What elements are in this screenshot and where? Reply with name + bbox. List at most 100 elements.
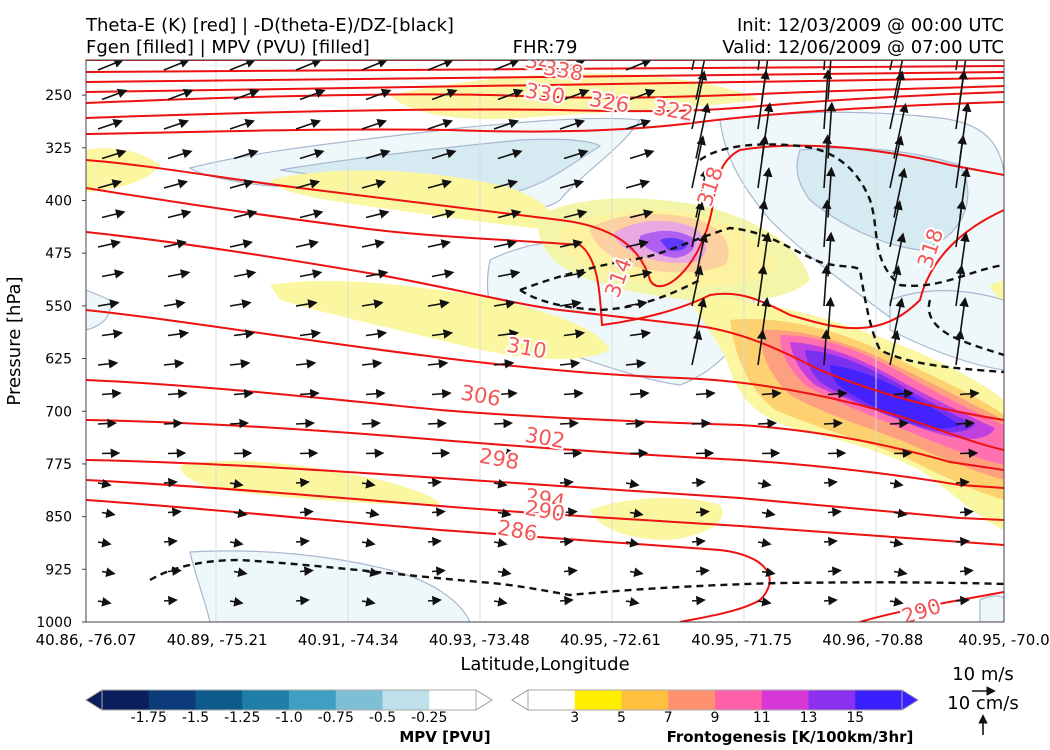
fgen-colorbar: 3 5 7 9 11 13 15 Frontogenesis [K/100km/3hr] <box>511 689 919 746</box>
wind-vector <box>563 329 586 339</box>
x-tick-label: 40.89, -75.21 <box>167 631 268 649</box>
wind-vector <box>163 418 184 429</box>
wind-vector <box>559 179 585 189</box>
wind-vector <box>101 388 122 399</box>
colorbar-tick-label: -1.25 <box>224 710 260 726</box>
wind-vector <box>497 329 520 339</box>
wind-vector <box>757 418 778 429</box>
wind-vector <box>691 265 704 307</box>
wind-vector <box>629 149 655 160</box>
wind-vector <box>821 264 832 307</box>
wind-vector <box>629 329 652 339</box>
wind-vector <box>493 60 520 71</box>
wind-vector <box>167 149 193 160</box>
wind-vector <box>163 359 185 369</box>
wind-vector <box>163 595 178 606</box>
wind-vector <box>893 388 914 399</box>
colorbar-frame <box>101 689 477 711</box>
colorbar-frame <box>527 689 903 711</box>
colorbar-swatch <box>382 690 430 710</box>
wind-vector <box>361 479 376 489</box>
wind-vector <box>233 508 248 518</box>
wind-vector <box>365 149 391 160</box>
wind-vector <box>893 508 908 518</box>
x-tick-label: 40.95, -72.61 <box>560 631 661 649</box>
wind-vector <box>295 418 316 429</box>
wind-vector <box>97 179 123 189</box>
wind-vector <box>365 508 380 518</box>
wind-vector <box>97 119 124 130</box>
reference-vectors: 10 m/s 10 cm/s <box>947 664 1019 735</box>
wind-vector <box>821 199 832 248</box>
wind-vector <box>893 297 905 336</box>
wind-vector <box>163 536 178 547</box>
wind-vector <box>361 239 385 249</box>
wind-vector <box>431 88 458 101</box>
wind-vector <box>361 418 382 429</box>
wind-vector <box>563 209 588 219</box>
wind-vector <box>431 507 446 517</box>
wind-vector <box>233 149 259 160</box>
wind-vector <box>893 102 909 159</box>
colorbar-tick-label: 13 <box>800 710 818 726</box>
wind-vector <box>493 359 515 369</box>
wind-vector <box>695 388 716 399</box>
wind-vector <box>629 269 653 279</box>
wind-vector <box>559 418 580 429</box>
wind-vector <box>431 209 456 219</box>
wind-vector <box>427 359 449 369</box>
wind-vector <box>101 149 127 160</box>
wind-vector <box>295 359 317 369</box>
colorbar-swatch <box>242 690 290 710</box>
colorbar-swatch <box>715 690 763 710</box>
wind-vector <box>97 538 112 548</box>
wind-vector <box>299 269 323 279</box>
wind-vector <box>827 566 842 576</box>
colorbar-swatch <box>621 690 669 710</box>
wind-vector <box>823 418 844 429</box>
wind-vector <box>295 179 321 189</box>
wind-vector <box>563 566 578 576</box>
valid-time: Valid: 12/06/2009 @ 07:00 UTC <box>722 37 1004 58</box>
wind-vector <box>955 199 967 248</box>
wind-vector <box>826 101 837 159</box>
wind-vector <box>497 269 521 279</box>
wind-vector <box>427 179 453 189</box>
colorbar-swatch <box>102 690 150 710</box>
y-tick-label: 1000 <box>36 615 72 631</box>
colorbar-end-left <box>511 689 529 711</box>
wind-vector <box>559 536 574 547</box>
wind-vector <box>691 70 708 130</box>
wind-vector <box>757 69 770 130</box>
colorbar-tick-label: 7 <box>664 710 673 726</box>
wind-vector <box>889 418 910 429</box>
wind-vector <box>821 329 831 366</box>
wind-vector <box>959 566 974 576</box>
colorbar-swatch <box>429 690 477 710</box>
colorbar-tick-label: -0.75 <box>318 710 354 726</box>
wind-vector <box>361 597 376 607</box>
wind-vector <box>233 388 254 399</box>
wind-vector <box>361 538 376 548</box>
wind-vector <box>629 388 650 399</box>
y-tick-label: 250 <box>45 88 72 104</box>
colorbar-tick-label: 15 <box>846 710 864 726</box>
wind-vector <box>229 479 244 489</box>
wind-vector <box>493 179 519 189</box>
wind-vector <box>361 119 388 130</box>
wind-vector <box>431 269 455 279</box>
x-tick-label: 40.95, -71.75 <box>691 631 792 649</box>
y-tick-label: 550 <box>45 299 72 315</box>
y-axis: 250 325 400 475 550 625 700 775 850 925 1000 <box>36 88 86 631</box>
wind-vector <box>695 102 711 159</box>
ref-horizontal-label: 10 m/s <box>952 664 1014 685</box>
wind-vector <box>826 166 836 218</box>
wind-vector <box>101 567 116 577</box>
wind-vector <box>889 265 902 307</box>
colorbar-swatch <box>148 690 196 710</box>
wind-vector <box>889 135 904 189</box>
wind-vector <box>625 418 646 429</box>
wind-vector <box>691 418 712 429</box>
